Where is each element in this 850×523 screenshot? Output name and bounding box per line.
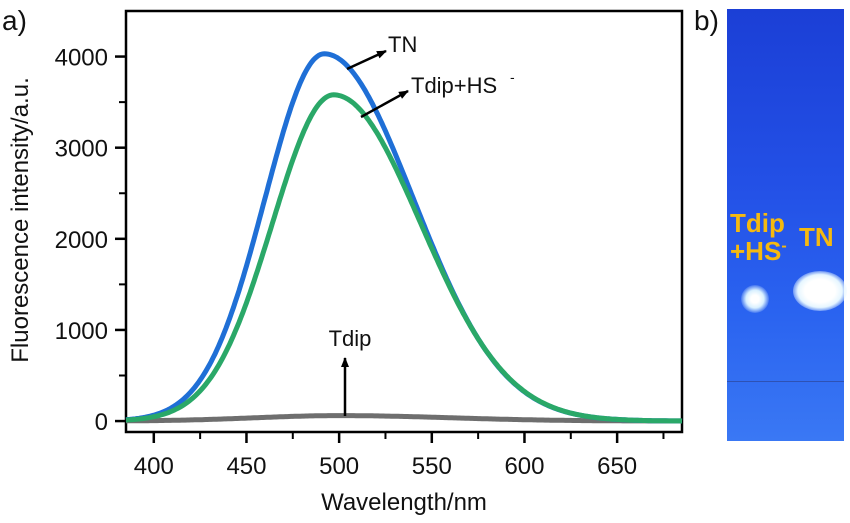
y-tick-label: 0 bbox=[95, 409, 108, 436]
baseline-line bbox=[727, 381, 844, 382]
series-line-tdip bbox=[125, 413, 682, 424]
plate-label-tdip: Tdip bbox=[730, 208, 785, 238]
x-axis-label: Wavelength/nm bbox=[321, 489, 487, 516]
plate-label-hs-sup: - bbox=[781, 237, 787, 255]
annotation-arrow-tdip-hs bbox=[360, 89, 409, 119]
x-tick-label: 500 bbox=[319, 453, 359, 480]
plate-label-tdip-hs: Tdip +HS- bbox=[730, 209, 787, 265]
plate-label-hs: +HS bbox=[730, 236, 782, 266]
x-tick-label: 550 bbox=[412, 453, 452, 480]
annotation-label-tn: TN bbox=[388, 32, 417, 57]
panel-label-b: b) bbox=[694, 5, 719, 36]
series-line-tn bbox=[125, 51, 683, 424]
plot-frame bbox=[124, 9, 684, 434]
y-tick-label: 2000 bbox=[55, 227, 108, 254]
y-tick-label: 3000 bbox=[55, 136, 108, 163]
annotation-label-tdip: Tdip bbox=[329, 326, 372, 351]
annotation-arrow-tn bbox=[346, 49, 387, 71]
panel-label-a: a) bbox=[2, 5, 27, 36]
x-tick-label: 400 bbox=[134, 453, 174, 480]
y-tick-label: 4000 bbox=[55, 45, 108, 72]
plate-label-tn: TN bbox=[799, 222, 834, 252]
spot-tn bbox=[793, 271, 847, 311]
x-tick-label: 600 bbox=[504, 453, 544, 480]
tlc-plate-photo: Tdip +HS- TN bbox=[727, 9, 847, 441]
annotation-label-tdip-hs: Tdip+HS bbox=[411, 73, 497, 98]
annotation-label-tdip-hs-sup: - bbox=[510, 69, 515, 85]
y-axis-label: Fluorescence intensity/a.u. bbox=[7, 77, 34, 362]
series-line-tdiphs bbox=[125, 92, 683, 424]
x-tick-label: 450 bbox=[226, 453, 266, 480]
x-tick-label: 650 bbox=[597, 453, 637, 480]
y-tick-label: 1000 bbox=[55, 318, 108, 345]
spot-tdip-hs bbox=[741, 285, 769, 313]
